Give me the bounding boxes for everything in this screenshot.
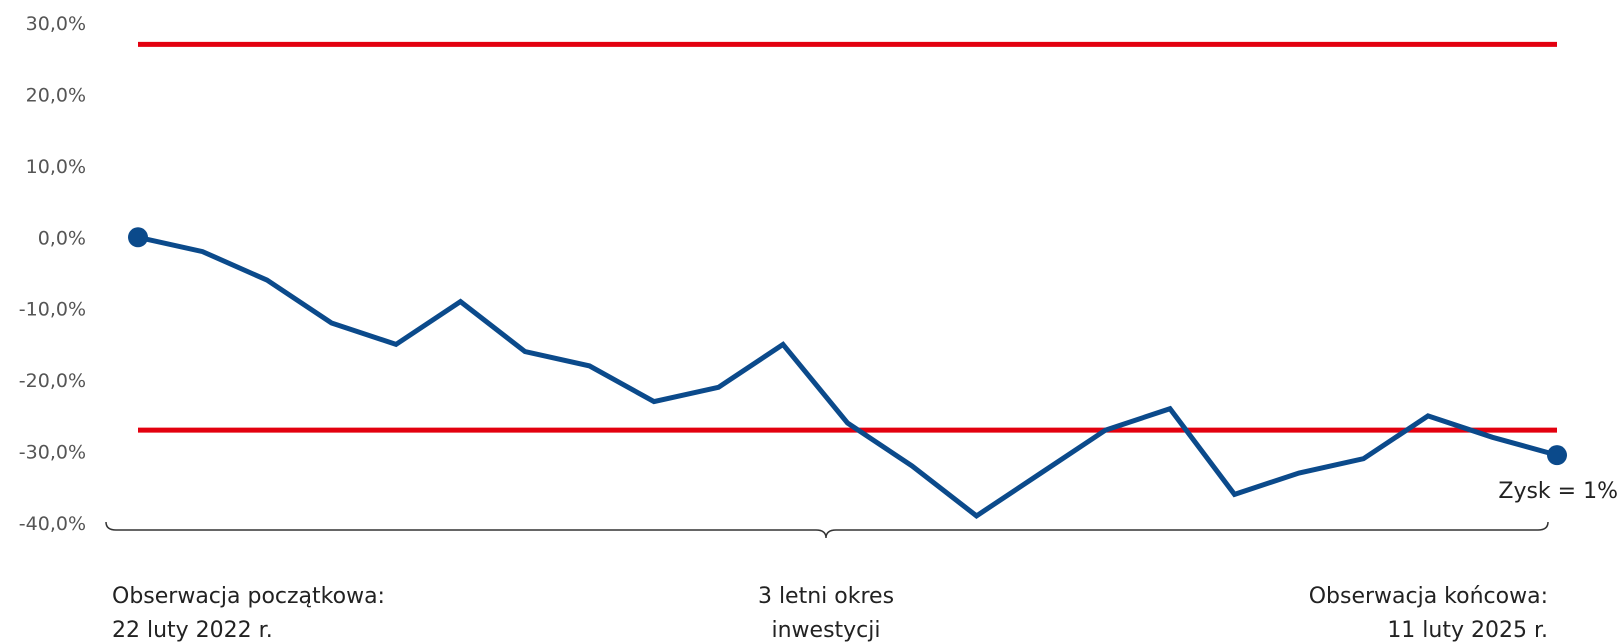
y-tick-label: -10,0% <box>19 299 86 321</box>
y-tick-label: 20,0% <box>26 84 86 106</box>
y-tick-label: -20,0% <box>19 370 86 392</box>
series-lines <box>137 234 1558 519</box>
start-point <box>128 227 148 248</box>
period-brace <box>105 521 1549 539</box>
start-observation-line1: Obserwacja początkowa: <box>112 584 385 609</box>
threshold-lines <box>138 41 1557 433</box>
y-tick-label: 30,0% <box>26 13 86 35</box>
end-observation-line1: Obserwacja końcowa: <box>1309 584 1548 609</box>
end-label: Zysk = 1% <box>1498 479 1618 504</box>
y-tick-label: 10,0% <box>26 156 86 178</box>
y-tick-label: -40,0% <box>19 513 86 535</box>
series-markers <box>128 227 1567 466</box>
period-line2: inwestycji <box>771 618 880 643</box>
y-axis-ticks: 30,0% 20,0% 10,0% 0,0% -10,0% -20,0% -30,0% -40… <box>19 13 86 535</box>
y-tick-label: -30,0% <box>19 442 86 464</box>
period-line1: 3 letni okres <box>758 584 894 609</box>
start-observation-line2: 22 luty 2022 r. <box>112 618 273 643</box>
end-point <box>1547 445 1567 466</box>
series-line <box>137 234 1558 519</box>
y-tick-label: 0,0% <box>38 227 86 249</box>
end-observation-line2: 11 luty 2025 r. <box>1387 618 1548 643</box>
